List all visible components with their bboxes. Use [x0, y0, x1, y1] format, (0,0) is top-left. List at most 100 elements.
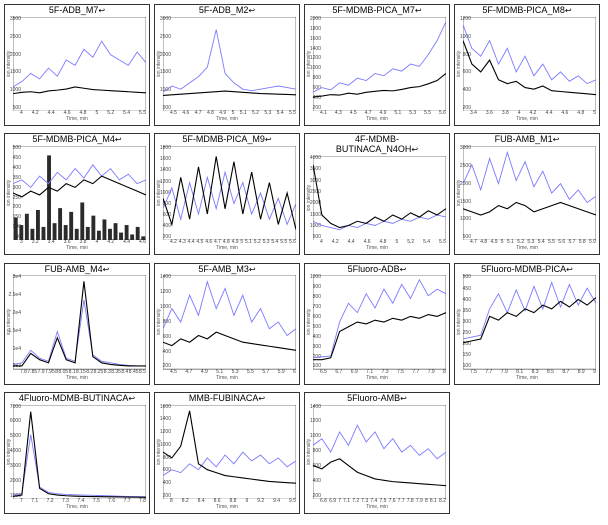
x-tick: 4.6 [139, 240, 146, 245]
x-axis: 6.56.76.97.17.37.57.77.98Time, min [305, 370, 449, 384]
x-tick: 8.2 [439, 499, 446, 504]
chart-body: ion intensity180016001400120010008006004… [155, 145, 299, 240]
x-tick: 5 [593, 111, 596, 116]
chart-svg [463, 146, 596, 240]
plot-area: 12001000800600400200 [463, 17, 596, 111]
x-tick: 5.3 [232, 370, 239, 375]
x-tick: 4.5 [350, 111, 357, 116]
series-b-line [463, 152, 596, 202]
series-b-line [313, 215, 446, 230]
x-tick: 8 [443, 370, 446, 375]
panel-title: MMB-FUBINACA↩ [155, 393, 299, 404]
panel-title: 5F-MDMB-PICA_M8↩ [455, 5, 599, 16]
plot-area: 4000350030002500200015001000500 [313, 156, 446, 240]
chart-panel: 5Fluoro-AMB↩ion intensity140012001000800… [304, 392, 450, 514]
series-a-line [463, 203, 596, 216]
x-axis-label: Time, min [216, 376, 238, 381]
x-tick: 7.9 [416, 499, 423, 504]
x-axis-label: Time, min [516, 376, 538, 381]
x-tick: 7.5 [379, 499, 386, 504]
x-tick: 5.6 [439, 111, 446, 116]
x-tick: 7.1 [343, 499, 350, 504]
x-tick: 8.7 [562, 370, 569, 375]
x-axis: 44.24.44.64.855.25.45.5Time, min [305, 240, 449, 254]
x-tick: 8.45 [129, 370, 139, 375]
series-b-line [163, 282, 296, 336]
x-tick: 5 [501, 240, 504, 245]
x-axis: 88.28.48.68.899.29.49.5Time, min [155, 499, 299, 513]
x-tick: 4.3 [335, 111, 342, 116]
x-tick: 5.9 [278, 370, 285, 375]
x-tick: 4.9 [201, 370, 208, 375]
chart-body: ion intensity140012001000800600400200 [305, 404, 449, 499]
x-tick: 3.2 [32, 240, 39, 245]
x-tick: 9.2 [257, 499, 264, 504]
x-tick: 9.5 [289, 499, 296, 504]
x-tick: 7.8 [407, 499, 414, 504]
plot-area: 200018001600140012001000800600400200 [313, 17, 446, 111]
x-tick: 5.5 [439, 240, 446, 245]
panel-title: 5F-MDMB-PICA_M4↩ [5, 134, 149, 145]
return-arrow-icon: ↩ [415, 6, 422, 15]
x-tick: 4.1 [320, 111, 327, 116]
x-tick: 7.9 [501, 370, 508, 375]
chart-body: ion intensity30002500200015001000500 [155, 16, 299, 111]
x-tick: 7.7 [485, 370, 492, 375]
x-axis-label: Time, min [216, 117, 238, 122]
plot-area: 30002500200015001000500 [163, 17, 296, 111]
plot-area: 35002500200015001000500 [13, 17, 146, 111]
x-tick: 8.5 [547, 370, 554, 375]
panel-title: 4F-MDMB- BUTINACA_N4OH↩ [305, 134, 449, 155]
x-axis: 4.24.34.44.54.64.74.84.955.15.25.35.45.5… [155, 240, 299, 254]
chart-panel: 4F-MDMB- BUTINACA_N4OH↩ion intensity4000… [304, 133, 450, 255]
chart-panel: 5F-MDMB-PICA_M9↩ion intensity18001600140… [154, 133, 300, 255]
x-axis: 4.14.34.54.74.95.15.35.55.6Time, min [305, 111, 449, 125]
x-tick: 5 [240, 240, 243, 245]
x-axis: 77.17.27.37.47.57.67.77.8Time, min [5, 499, 149, 513]
chart-svg [313, 275, 446, 369]
x-tick: 5.4 [277, 111, 284, 116]
x-tick: 5.5 [424, 111, 431, 116]
x-tick: 8.1 [69, 370, 76, 375]
return-arrow-icon: ↩ [400, 265, 407, 274]
x-tick: 4.2 [32, 111, 39, 116]
x-tick: 4.7 [195, 111, 202, 116]
x-tick: 4 [95, 240, 98, 245]
x-tick: 5.1 [394, 111, 401, 116]
x-tick: 5.2 [254, 240, 261, 245]
x-tick: 5.9 [589, 240, 596, 245]
panel-grid: 5F-ADB_M7↩ion intensity35002500200015001… [4, 4, 604, 517]
x-tick: 7 [20, 499, 23, 504]
x-tick: 4.6 [561, 111, 568, 116]
x-axis-label: Time, min [366, 505, 388, 510]
series-a-line [463, 40, 596, 94]
x-tick: 6.5 [320, 370, 327, 375]
series-b-line [463, 25, 596, 84]
x-tick: 5.6 [289, 240, 296, 245]
series-b-line [313, 280, 446, 358]
chart-panel: 5F-MDMB-PICA_M4↩ion intensity50045040035… [4, 133, 150, 255]
return-arrow-icon: ↩ [566, 265, 573, 274]
x-tick: 8.2 [182, 499, 189, 504]
x-tick: 4.2 [332, 240, 339, 245]
x-tick: 8.15 [76, 370, 86, 375]
x-axis-label: Time, min [516, 117, 538, 122]
x-tick: 4.8 [577, 111, 584, 116]
plot-area: 18001600140012001000800600400200 [163, 146, 296, 240]
x-tick: 5.7 [262, 370, 269, 375]
x-tick: 4.4 [188, 240, 195, 245]
chart-body: ion intensity400035003000250020001500100… [305, 155, 449, 240]
x-tick: 5.2 [407, 240, 414, 245]
chart-svg [13, 146, 146, 240]
x-tick: 7 [338, 499, 341, 504]
x-axis: 4.54.64.74.84.955.15.25.35.45.5Time, min [155, 111, 299, 125]
plot-area: 3e42.5e42e41.5e41e45e3 [13, 275, 146, 369]
return-arrow-icon: ↩ [411, 145, 418, 154]
x-tick: 8.1 [430, 499, 437, 504]
x-ticks: 7.57.77.98.18.38.58.78.99 [470, 370, 596, 375]
x-tick: 5.5 [289, 111, 296, 116]
plot-area: 500450400350300250200150100 [463, 275, 596, 369]
x-tick: 5.2 [107, 111, 114, 116]
x-tick: 7.6 [108, 499, 115, 504]
series-a-line [463, 298, 596, 343]
